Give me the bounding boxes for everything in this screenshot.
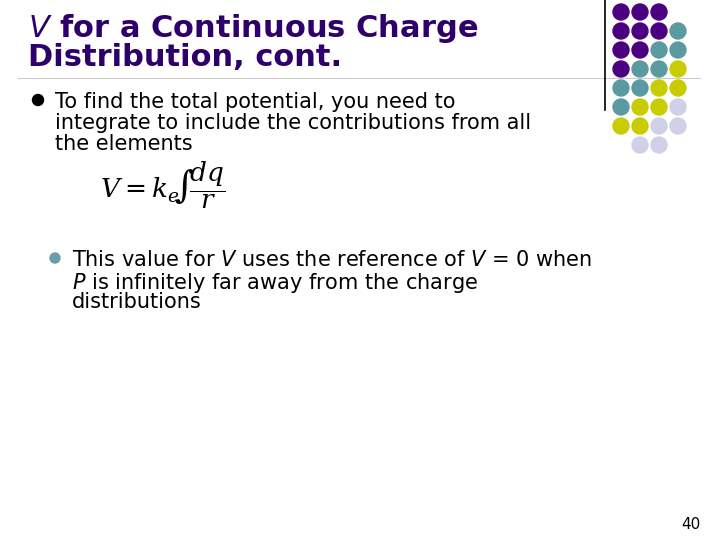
Circle shape bbox=[651, 42, 667, 58]
Circle shape bbox=[632, 99, 648, 115]
Text: 40: 40 bbox=[680, 517, 700, 532]
Circle shape bbox=[613, 118, 629, 134]
Circle shape bbox=[613, 23, 629, 39]
Circle shape bbox=[613, 99, 629, 115]
Circle shape bbox=[632, 118, 648, 134]
Circle shape bbox=[632, 137, 648, 153]
Circle shape bbox=[651, 23, 667, 39]
Circle shape bbox=[632, 42, 648, 58]
Circle shape bbox=[651, 137, 667, 153]
Text: To find the total potential, you need to: To find the total potential, you need to bbox=[55, 92, 456, 112]
Circle shape bbox=[632, 80, 648, 96]
Circle shape bbox=[50, 253, 60, 263]
Circle shape bbox=[613, 80, 629, 96]
Circle shape bbox=[613, 4, 629, 20]
Circle shape bbox=[651, 61, 667, 77]
Circle shape bbox=[670, 61, 686, 77]
Text: Distribution, cont.: Distribution, cont. bbox=[28, 43, 342, 72]
Text: the elements: the elements bbox=[55, 134, 193, 154]
Circle shape bbox=[670, 42, 686, 58]
Circle shape bbox=[651, 118, 667, 134]
Text: $\mathit{V}$ for a Continuous Charge: $\mathit{V}$ for a Continuous Charge bbox=[28, 12, 478, 45]
Text: distributions: distributions bbox=[72, 292, 202, 312]
Circle shape bbox=[613, 42, 629, 58]
Circle shape bbox=[670, 118, 686, 134]
Circle shape bbox=[651, 80, 667, 96]
Text: This value for $\mathit{V}$ uses the reference of $\mathit{V}$ = 0 when: This value for $\mathit{V}$ uses the ref… bbox=[72, 250, 592, 270]
Circle shape bbox=[651, 99, 667, 115]
Circle shape bbox=[670, 99, 686, 115]
Text: $\mathit{P}$ is infinitely far away from the charge: $\mathit{P}$ is infinitely far away from… bbox=[72, 271, 478, 295]
Circle shape bbox=[670, 23, 686, 39]
Circle shape bbox=[651, 4, 667, 20]
Circle shape bbox=[632, 4, 648, 20]
Text: $V = k_e\!\int\!\dfrac{dq}{r}$: $V = k_e\!\int\!\dfrac{dq}{r}$ bbox=[100, 159, 225, 211]
Text: integrate to include the contributions from all: integrate to include the contributions f… bbox=[55, 113, 531, 133]
Circle shape bbox=[32, 94, 43, 105]
Circle shape bbox=[632, 61, 648, 77]
Circle shape bbox=[670, 80, 686, 96]
Circle shape bbox=[613, 61, 629, 77]
Circle shape bbox=[632, 23, 648, 39]
